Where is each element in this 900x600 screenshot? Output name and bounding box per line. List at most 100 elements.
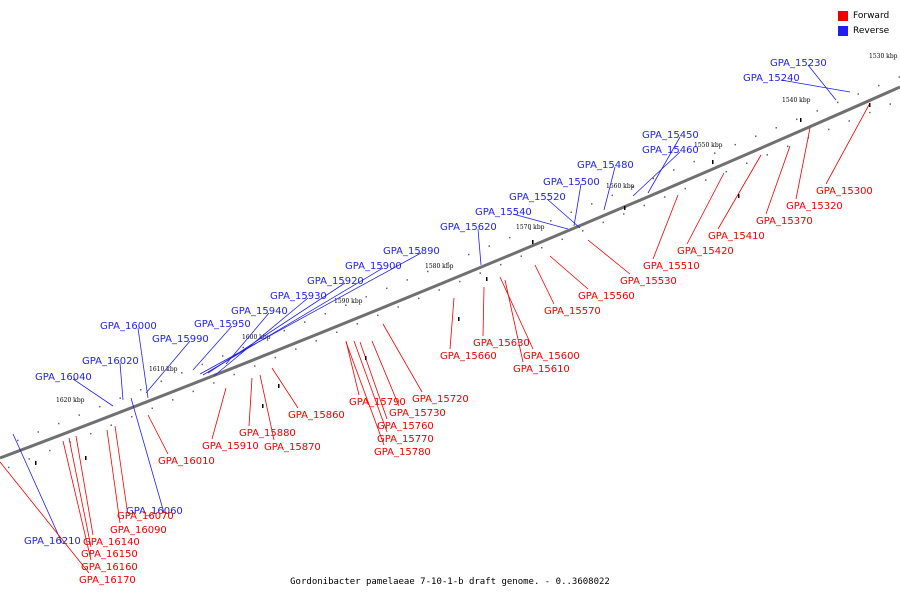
strand-marker [262,404,264,408]
strand-marker [85,456,87,460]
minor-tick [591,203,593,205]
kbp-tick-label: 1530 kbp [869,53,898,60]
forward-connector [68,437,92,548]
reverse-gene-label: GPA_16020 [82,356,139,367]
minor-tick [304,321,306,323]
minor-tick [69,441,71,443]
forward-gene-label: GPA_16090 [110,525,167,536]
minor-tick [459,280,461,283]
minor-tick [602,221,604,224]
reverse-connector [72,378,114,407]
forward-gene-label: GPA_15510 [643,261,700,272]
forward-connector [382,323,423,393]
strand-marker [35,461,37,465]
minor-tick [520,255,522,257]
minor-tick [78,414,80,416]
forward-connector [353,340,388,433]
forward-gene-label: GPA_15730 [389,408,446,419]
minor-tick [233,373,235,376]
minor-tick [131,415,133,418]
strand-marker [712,160,714,164]
minor-tick [766,154,768,156]
minor-tick [652,177,654,180]
reverse-gene-label: GPA_15620 [440,222,497,233]
minor-tick [222,355,224,357]
minor-tick [500,263,502,266]
minor-tick [848,120,850,122]
forward-connector [114,425,128,510]
minor-tick [365,296,367,298]
kbp-tick-label: 1610 kbp [149,366,178,373]
minor-tick [438,289,440,291]
reverse-connector [137,327,149,399]
legend-reverse-label: Reverse [853,25,890,36]
reverse-connector [119,362,124,401]
forward-gene-label: GPA_15720 [412,394,469,405]
kbp-tick-label: 1540 kbp [782,97,811,104]
reverse-gene-label: GPA_15540 [475,207,532,218]
forward-connector [248,377,253,427]
forward-gene-label: GPA_15610 [513,364,570,375]
forward-connector [652,194,679,260]
minor-tick [58,422,60,425]
forward-gene-label: GPA_15630 [473,338,530,349]
forward-connector [371,340,400,407]
minor-tick [611,194,613,197]
minor-tick [140,388,142,391]
reverse-connector [512,213,569,230]
minor-tick [49,449,51,452]
forward-gene-label: GPA_15560 [578,291,635,302]
reverse-connector [477,228,482,266]
reverse-gene-label: GPA_15920 [307,276,364,287]
minor-tick [582,230,584,232]
forward-swatch [838,10,848,21]
minor-tick [356,323,358,325]
reverse-connector [603,166,616,211]
reverse-connector [632,151,681,197]
minor-tick [201,363,203,366]
forward-gene-label: GPA_15410 [708,231,765,242]
reverse-connector [225,312,270,365]
minor-tick [684,187,686,190]
minor-tick [828,128,830,131]
minor-tick [734,143,736,146]
minor-tick [775,127,777,129]
kbp-tick-label: 1590 kbp [334,298,363,305]
reverse-connector [546,198,581,229]
legend: Forward Reverse [838,8,889,38]
minor-tick [28,458,30,460]
reverse-gene-label: GPA_16210 [24,536,81,547]
strand-marker [738,194,740,198]
minor-tick [427,270,429,273]
reverse-connector [192,325,233,371]
minor-tick [99,405,101,408]
forward-gene-label: GPA_15660 [440,351,497,362]
minor-tick [17,439,19,442]
reverse-gene-label: GPA_15990 [152,334,209,345]
minor-tick [787,145,789,148]
reverse-connector [780,79,851,93]
minor-tick [479,272,481,274]
minor-tick [324,312,326,315]
forward-connector [499,276,534,350]
genome-caption: Gordonibacter pamelaeae 7-10-1-b draft g… [290,577,610,587]
forward-connector [449,297,455,350]
genome-backbone [0,85,900,460]
minor-tick [693,160,695,163]
minor-tick [705,179,707,181]
strand-marker [486,277,488,281]
kbp-tick-label: 1620 kbp [56,397,85,404]
minor-tick [213,382,215,384]
minor-tick [242,346,244,349]
kbp-tick-label: 1570 kbp [516,224,545,231]
forward-connector [482,286,485,337]
kbp-tick-label: 1600 kbp [242,334,271,341]
minor-tick [345,304,347,306]
strand-marker [458,317,460,321]
forward-connector [259,374,275,441]
minor-tick [160,380,162,383]
minor-tick [529,228,531,230]
minor-tick [541,246,543,249]
minor-tick [181,372,183,374]
reverse-gene-label: GPA_15500 [543,177,600,188]
